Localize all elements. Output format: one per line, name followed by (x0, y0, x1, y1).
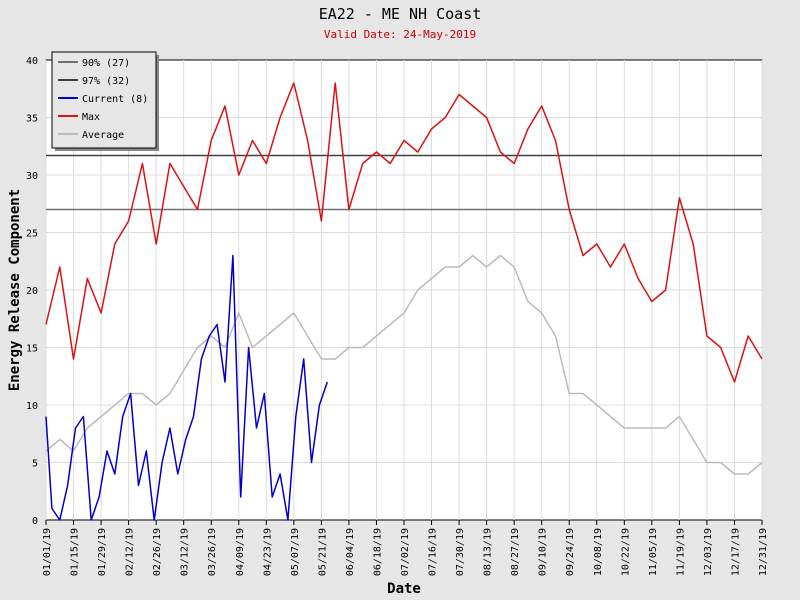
x-tick-label: 03/26/19 (207, 528, 218, 576)
x-tick-label: 11/19/19 (675, 528, 686, 576)
legend: 90% (27) 97% (32) Current (8) Max Average (51, 51, 159, 151)
y-tick-label: 35 (26, 114, 38, 125)
x-tick-label: 12/31/19 (758, 528, 769, 576)
y-tick-label: 25 (26, 229, 38, 240)
series-line-max (45, 82, 763, 383)
y-tick-label: 30 (26, 171, 38, 182)
y-tick-label: 10 (26, 401, 38, 412)
x-tick-label: 04/23/19 (262, 528, 273, 576)
y-tick-label: 5 (32, 459, 38, 470)
x-tick-label: 01/01/19 (42, 528, 53, 576)
x-tick-label: 01/15/19 (70, 528, 81, 576)
legend-box (51, 51, 157, 149)
x-tick-label: 06/04/19 (345, 528, 356, 576)
x-tick-label: 10/08/19 (593, 528, 604, 576)
legend-entry: Max (82, 112, 100, 123)
x-tick-label: 07/02/19 (400, 528, 411, 576)
x-tick-label: 02/26/19 (152, 528, 163, 576)
series-line-current (45, 254, 329, 521)
legend-entry: Current (8) (82, 94, 148, 105)
x-tick-label: 08/13/19 (483, 528, 494, 576)
x-tick-label: 10/22/19 (620, 528, 631, 576)
chart-title: EA22 - ME NH Coast (319, 5, 482, 23)
x-tick-label: 07/16/19 (428, 528, 439, 576)
x-tick-label: 01/29/19 (97, 528, 108, 576)
series-line-average (45, 254, 763, 475)
x-tick-label: 09/24/19 (565, 528, 576, 576)
x-tick-label: 09/10/19 (538, 528, 549, 576)
y-axis-label: Energy Release Component (7, 189, 23, 391)
x-axis-label: Date (387, 581, 421, 597)
x-tick-label: 02/12/19 (125, 528, 136, 576)
x-tick-label: 08/27/19 (510, 528, 521, 576)
chart-subtitle: Valid Date: 24-May-2019 (324, 28, 476, 41)
x-tick-label: 07/30/19 (455, 528, 466, 576)
x-tick-label: 12/17/19 (730, 528, 741, 576)
x-tick-label: 03/12/19 (180, 528, 191, 576)
legend-entry: 90% (27) (82, 58, 130, 69)
x-tick-label: 11/05/19 (648, 528, 659, 576)
x-tick-label: 05/21/19 (317, 528, 328, 576)
x-tick-label: 05/07/19 (290, 528, 301, 576)
x-tick-label: 04/09/19 (235, 528, 246, 576)
legend-entry: Average (82, 130, 124, 141)
legend-entry: 97% (32) (82, 76, 130, 87)
x-tick-label: 06/18/19 (372, 528, 383, 576)
y-tick-label: 0 (32, 516, 38, 527)
y-tick-label: 40 (26, 56, 38, 67)
y-tick-label: 15 (26, 344, 38, 355)
x-tick-label: 12/03/19 (703, 528, 714, 576)
y-tick-label: 20 (26, 286, 38, 297)
